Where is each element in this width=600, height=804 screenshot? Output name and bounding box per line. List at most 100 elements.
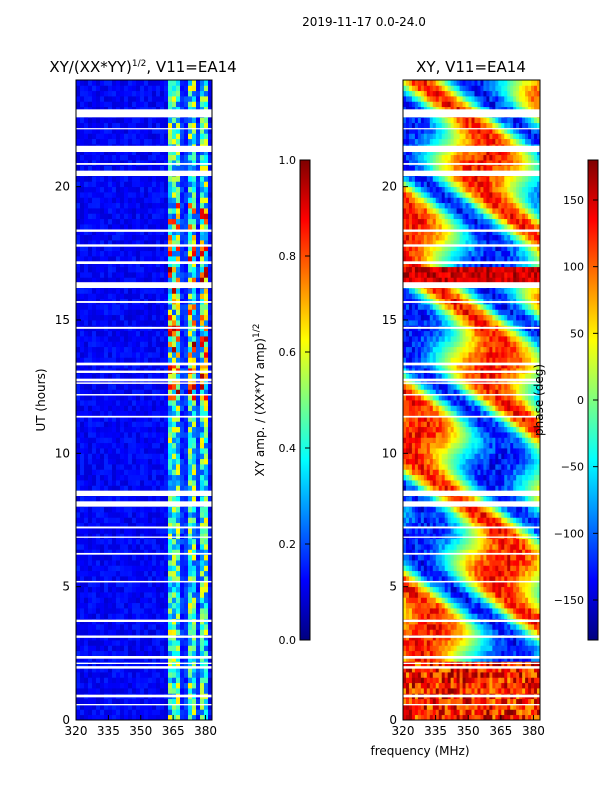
heatmap-cell: [116, 443, 120, 449]
heatmap-cell: [84, 117, 88, 123]
heatmap-cell: [120, 507, 124, 513]
heatmap-cell: [164, 485, 168, 491]
heatmap-cell: [172, 341, 176, 347]
heatmap-cell: [112, 400, 116, 406]
heatmap-cell: [100, 139, 104, 145]
heatmap-cell: [510, 672, 513, 678]
heatmap-cell: [424, 651, 427, 657]
heatmap-cell: [140, 224, 144, 230]
heatmap-cell: [96, 539, 100, 545]
heatmap-cell: [176, 347, 180, 353]
heatmap-cell: [88, 165, 92, 171]
heatmap-cell: [96, 592, 100, 598]
heatmap-cell: [100, 443, 104, 449]
heatmap-cell: [116, 187, 120, 193]
heatmap-cell: [200, 139, 204, 145]
heatmap-cell: [156, 208, 160, 214]
heatmap-cell: [148, 91, 152, 97]
heatmap-cell: [200, 373, 204, 379]
heatmap-cell: [116, 272, 120, 278]
heatmap-cell: [152, 448, 156, 454]
heatmap-cell: [116, 533, 120, 539]
heatmap-cell: [80, 400, 84, 406]
heatmap-cell: [76, 496, 80, 502]
heatmap-cell: [188, 133, 192, 139]
heatmap-cell: [116, 560, 120, 566]
heatmap-cell: [124, 133, 128, 139]
heatmap-cell: [88, 560, 92, 566]
heatmap-cell: [144, 576, 148, 582]
heatmap-cell: [132, 629, 136, 635]
heatmap-cell: [84, 357, 88, 363]
heatmap-cell: [188, 672, 192, 678]
heatmap-cell: [184, 624, 188, 630]
heatmap-cell: [445, 688, 448, 694]
heatmap-cell: [156, 608, 160, 614]
heatmap-cell: [200, 453, 204, 459]
heatmap-cell: [88, 613, 92, 619]
heatmap-cell: [104, 288, 108, 294]
heatmap-cell: [495, 645, 498, 651]
heatmap-cell: [148, 213, 152, 219]
heatmap-cell: [168, 277, 172, 283]
heatmap-cell: [104, 688, 108, 694]
heatmap-cell: [164, 437, 168, 443]
heatmap-cell: [136, 267, 140, 273]
heatmap-cell: [196, 235, 200, 241]
heatmap-cell: [160, 699, 164, 705]
heatmap-cell: [116, 672, 120, 678]
heatmap-cell: [108, 309, 112, 315]
heatmap-cell: [124, 352, 128, 358]
heatmap-cell: [104, 533, 108, 539]
heatmap-cell: [184, 427, 188, 433]
heatmap-cell: [188, 277, 192, 283]
heatmap-cell: [184, 533, 188, 539]
heatmap-cell: [204, 672, 208, 678]
heatmap-cell: [76, 187, 80, 193]
colorbar-tick-label: 0.6: [279, 346, 297, 359]
heatmap-cell: [104, 544, 108, 550]
heatmap-cell: [164, 427, 168, 433]
heatmap-cell: [84, 475, 88, 481]
heatmap-cell: [112, 208, 116, 214]
heatmap-cell: [507, 683, 510, 689]
heatmap-cell: [192, 528, 196, 534]
heatmap-cell: [160, 192, 164, 198]
heatmap-cell: [196, 123, 200, 129]
heatmap-cell: [124, 651, 128, 657]
heatmap-cell: [112, 405, 116, 411]
heatmap-cell: [152, 320, 156, 326]
heatmap-cell: [80, 571, 84, 577]
heatmap-cell: [409, 688, 412, 694]
heatmap-cell: [116, 475, 120, 481]
heatmap-cell: [168, 80, 172, 86]
heatmap-cell: [80, 384, 84, 390]
heatmap-cell: [108, 80, 112, 86]
heatmap-cell: [184, 517, 188, 523]
heatmap-cell: [88, 208, 92, 214]
heatmap-cell: [76, 539, 80, 545]
heatmap-cell: [112, 384, 116, 390]
heatmap-cell: [469, 688, 472, 694]
heatmap-cell: [104, 507, 108, 513]
heatmap-cell: [104, 320, 108, 326]
heatmap-cell: [188, 699, 192, 705]
heatmap-cell: [100, 96, 104, 102]
heatmap-cell: [100, 192, 104, 198]
heatmap-cell: [132, 480, 136, 486]
heatmap-cell: [172, 288, 176, 294]
heatmap-cell: [188, 405, 192, 411]
heatmap-cell: [108, 539, 112, 545]
heatmap-cell: [152, 427, 156, 433]
heatmap-cell: [124, 709, 128, 715]
heatmap-cell: [132, 597, 136, 603]
heatmap-cell: [120, 219, 124, 225]
heatmap-cell: [204, 629, 208, 635]
heatmap-cell: [100, 384, 104, 390]
heatmap-cell: [84, 85, 88, 91]
heatmap-cell: [188, 192, 192, 198]
heatmap-cell: [132, 251, 136, 257]
heatmap-cell: [132, 309, 136, 315]
heatmap-cell: [104, 80, 108, 86]
heatmap-cell: [148, 688, 152, 694]
